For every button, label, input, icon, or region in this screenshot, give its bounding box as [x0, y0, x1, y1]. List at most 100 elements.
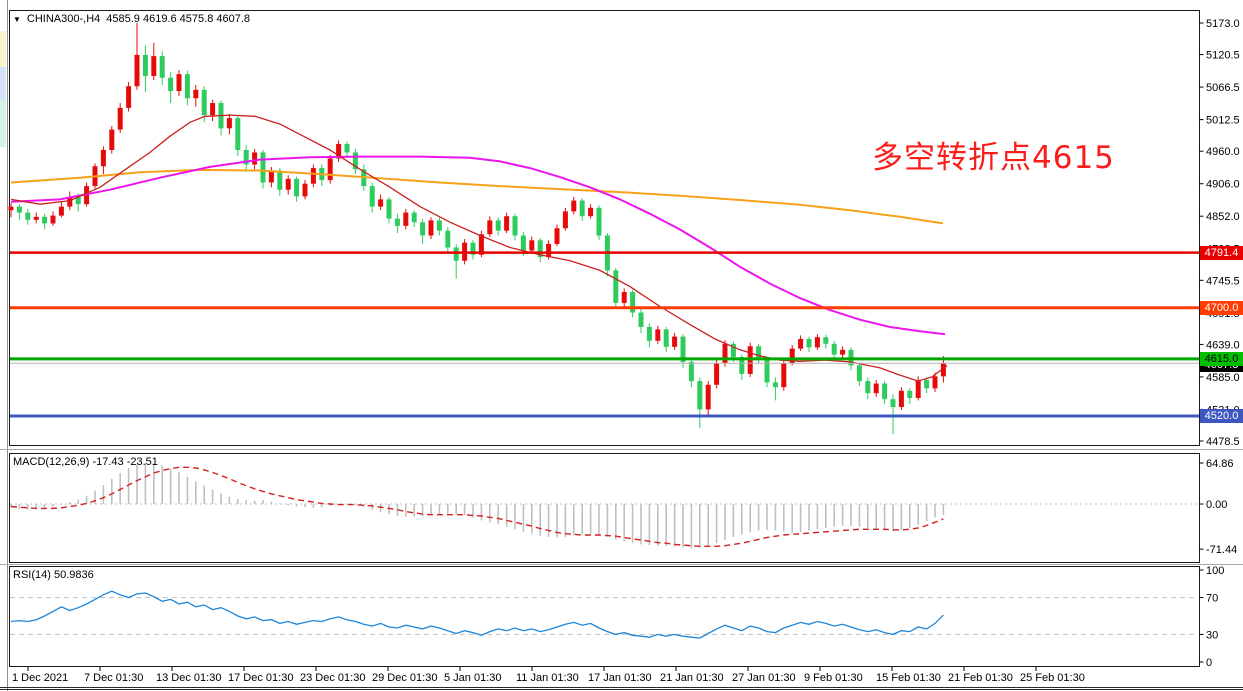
svg-text:0: 0	[1206, 657, 1212, 669]
candle-body	[100, 150, 106, 167]
candle-body	[865, 381, 871, 394]
candle-body	[478, 234, 484, 255]
candle-body	[436, 220, 442, 231]
svg-text:5012.5: 5012.5	[1206, 115, 1240, 127]
candle-body	[310, 168, 316, 184]
candle-body	[260, 152, 266, 183]
svg-text:4852.0: 4852.0	[1206, 211, 1240, 223]
candle-body	[403, 212, 409, 226]
candle-body	[714, 363, 720, 385]
price-badge-level-4520: 4520.0	[1200, 409, 1243, 423]
rsi-line	[10, 590, 944, 639]
candle-body	[420, 222, 426, 236]
candle-body	[504, 216, 510, 231]
time-label: 29 Dec 01:30	[372, 672, 437, 684]
candle-body	[562, 211, 568, 229]
candle-body	[369, 186, 375, 207]
candle-body	[201, 89, 207, 116]
candle-body	[798, 338, 804, 349]
candle-body	[772, 382, 778, 388]
ohlc-values: 4585.9 4619.6 4575.8 4607.8	[106, 13, 251, 25]
macd-indicator-label: MACD(12,26,9) -17.43 -23.51	[13, 456, 158, 468]
candle-body	[495, 220, 501, 231]
market-watch-band-blue	[0, 67, 6, 101]
svg-text:0.00: 0.00	[1206, 499, 1227, 511]
annotation-text[interactable]: 多空转折点4615	[872, 140, 1115, 176]
candle-body	[294, 178, 300, 197]
candle-body	[117, 107, 123, 130]
candle-body	[42, 216, 48, 224]
candle-body	[252, 152, 258, 165]
candle-body	[126, 86, 132, 108]
time-label: 15 Feb 01:30	[876, 672, 941, 684]
candle-body	[806, 338, 812, 348]
svg-text:4745.5: 4745.5	[1206, 275, 1240, 287]
price-badge-level-4700: 4700.0	[1200, 301, 1243, 315]
time-label: 17 Dec 01:30	[228, 672, 293, 684]
candle-body	[285, 178, 291, 190]
candle-body	[764, 358, 770, 383]
candle-body	[193, 89, 199, 99]
candle-body	[235, 118, 241, 151]
candle-body	[151, 56, 157, 76]
time-label: 13 Dec 01:30	[156, 672, 221, 684]
candle-body	[856, 365, 862, 382]
price-badge-level-4791: 4791.4	[1200, 246, 1243, 260]
candle-body	[184, 74, 190, 99]
candle-body	[25, 212, 31, 220]
ma-slow-orange	[10, 168, 944, 225]
candle-body	[613, 270, 619, 303]
candle-body	[579, 200, 585, 217]
candle-body	[470, 242, 476, 255]
time-label: 17 Jan 01:30	[588, 672, 652, 684]
market-watch-band-yellow	[0, 31, 6, 67]
price-badge-level-4615: 4615.0	[1200, 352, 1243, 366]
candle-body	[672, 336, 678, 347]
candle-body	[814, 337, 820, 348]
chart-title: ▼ CHINA300-,H4 4585.9 4619.6 4575.8 4607…	[13, 13, 250, 25]
svg-text:4960.0: 4960.0	[1206, 146, 1240, 158]
market-watch-edge	[0, 0, 6, 691]
market-watch-band-green	[0, 101, 6, 147]
candle-body	[621, 292, 627, 303]
candle-body	[823, 337, 829, 344]
svg-text:4585.0: 4585.0	[1206, 372, 1240, 384]
time-label: 21 Jan 01:30	[660, 672, 724, 684]
svg-text:100: 100	[1206, 565, 1224, 577]
candle-body	[873, 383, 879, 394]
candle-body	[352, 152, 358, 170]
candle-body	[210, 103, 216, 116]
candle-body	[663, 329, 669, 347]
candle-body	[520, 235, 526, 251]
candle-body	[327, 158, 333, 181]
candle-body	[730, 343, 736, 358]
time-label: 1 Dec 2021	[12, 672, 68, 684]
candle-body	[688, 361, 694, 382]
candle-body	[739, 357, 745, 374]
time-label: 9 Feb 01:30	[804, 672, 863, 684]
candle-body	[159, 56, 165, 78]
candle-body	[487, 220, 493, 235]
candle-body	[940, 363, 946, 377]
candle-body	[705, 384, 711, 410]
svg-text:-71.44: -71.44	[1206, 544, 1237, 556]
candle-body	[915, 379, 921, 398]
rsi-indicator-label: RSI(14) 50.9836	[13, 569, 94, 581]
candle-body	[655, 329, 661, 341]
svg-text:5066.5: 5066.5	[1206, 82, 1240, 94]
candle-body	[176, 74, 182, 92]
svg-text:5173.0: 5173.0	[1206, 18, 1240, 30]
candle-body	[67, 196, 73, 207]
panel-splitter-vertical[interactable]	[7, 0, 8, 691]
candle-body	[882, 383, 888, 400]
svg-text:5120.5: 5120.5	[1206, 50, 1240, 62]
candle-body	[445, 230, 451, 248]
candle-body	[411, 212, 417, 223]
candle-body	[58, 206, 64, 216]
chevron-down-icon[interactable]: ▼	[13, 14, 21, 24]
candle-body	[16, 206, 22, 213]
candle-body	[428, 220, 434, 236]
svg-text:64.86: 64.86	[1206, 458, 1234, 470]
candle-body	[243, 150, 249, 165]
